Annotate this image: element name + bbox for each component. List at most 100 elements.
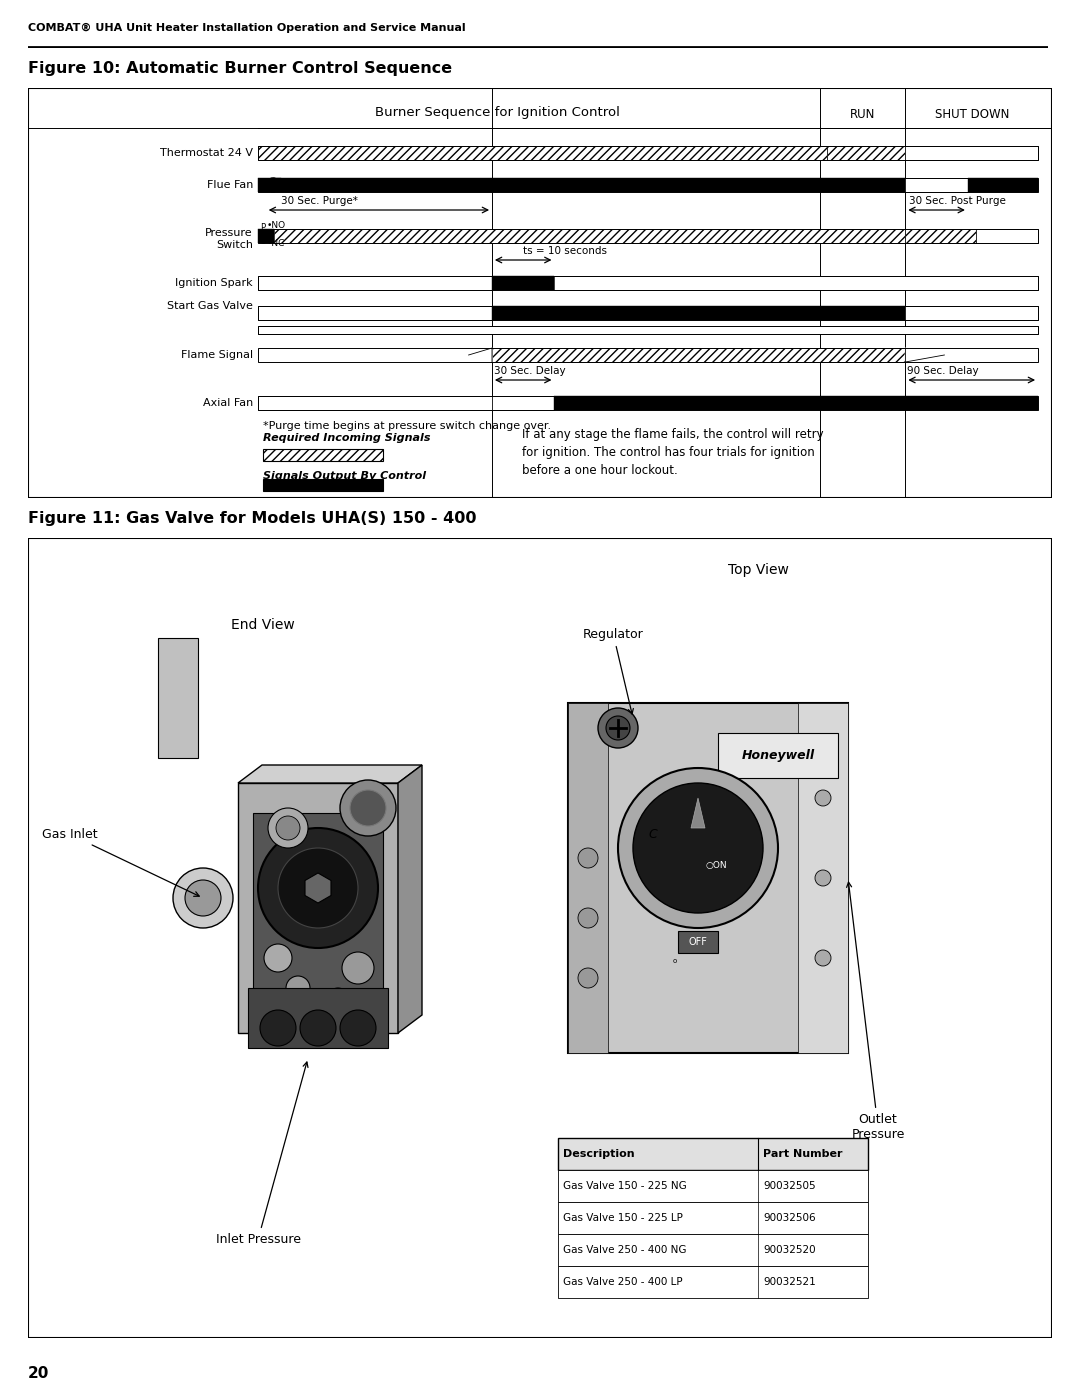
Text: ○ON: ○ON — [705, 861, 727, 870]
Text: •NO: •NO — [267, 222, 286, 231]
Bar — [258, 306, 492, 320]
Text: Flame Signal: Flame Signal — [180, 351, 253, 360]
Circle shape — [185, 880, 221, 916]
Text: End View: End View — [231, 617, 295, 631]
Text: ts = 10 seconds: ts = 10 seconds — [523, 246, 607, 256]
Text: Honeywell: Honeywell — [742, 750, 814, 763]
Bar — [558, 1266, 868, 1298]
Circle shape — [328, 988, 348, 1009]
Circle shape — [815, 950, 831, 965]
Text: Signals Output By Control: Signals Output By Control — [264, 471, 427, 481]
Text: Thermostat 24 V: Thermostat 24 V — [160, 148, 253, 158]
Bar — [492, 395, 554, 409]
Circle shape — [286, 977, 310, 1000]
Circle shape — [340, 780, 396, 835]
Circle shape — [598, 708, 638, 747]
Polygon shape — [691, 798, 705, 828]
Text: 30 Sec. Post Purge: 30 Sec. Post Purge — [909, 196, 1007, 205]
Circle shape — [340, 1010, 376, 1046]
Bar — [905, 177, 968, 191]
Text: Top View: Top View — [728, 563, 788, 577]
Circle shape — [815, 870, 831, 886]
Polygon shape — [305, 873, 330, 902]
Circle shape — [300, 1010, 336, 1046]
Text: SHUT DOWN: SHUT DOWN — [934, 108, 1009, 122]
Text: 90032505: 90032505 — [762, 1180, 815, 1192]
Bar — [238, 782, 399, 1032]
Bar — [558, 1139, 868, 1171]
Text: Flue Fan: Flue Fan — [206, 180, 253, 190]
Circle shape — [260, 1010, 296, 1046]
Text: 20: 20 — [28, 1366, 50, 1382]
Polygon shape — [469, 348, 492, 362]
Text: Gas Inlet: Gas Inlet — [42, 828, 199, 897]
Bar — [258, 326, 1038, 334]
Polygon shape — [238, 766, 422, 782]
Circle shape — [264, 944, 292, 972]
Text: Gas Valve 150 - 225 LP: Gas Valve 150 - 225 LP — [563, 1213, 683, 1222]
Text: Gas Valve 150 - 225 NG: Gas Valve 150 - 225 NG — [563, 1180, 687, 1192]
Text: Axial Fan: Axial Fan — [203, 398, 253, 408]
Bar — [558, 1234, 868, 1266]
Text: Ignition Spark: Ignition Spark — [175, 278, 253, 288]
Text: 90032521: 90032521 — [762, 1277, 815, 1287]
Text: 90032520: 90032520 — [762, 1245, 815, 1255]
Bar — [798, 703, 848, 1053]
Bar — [258, 177, 905, 191]
Text: C: C — [260, 237, 266, 246]
Bar — [158, 638, 198, 759]
Text: *Purge time begins at pressure switch change over.: *Purge time begins at pressure switch ch… — [264, 420, 551, 432]
Text: Figure 11: Gas Valve for Models UHA(S) 150 - 400: Figure 11: Gas Valve for Models UHA(S) 1… — [28, 511, 476, 527]
Bar — [253, 813, 383, 1003]
Text: Pressure
Switch: Pressure Switch — [205, 228, 253, 250]
Circle shape — [278, 848, 357, 928]
Bar — [568, 703, 848, 1053]
Bar — [905, 147, 1038, 161]
Text: Burner Sequence for Ignition Control: Burner Sequence for Ignition Control — [375, 106, 620, 119]
Circle shape — [350, 789, 386, 826]
Bar — [258, 277, 492, 291]
Bar — [258, 348, 1038, 362]
Text: OFF: OFF — [689, 937, 707, 947]
Bar — [968, 177, 1038, 191]
Text: Required Incoming Signals: Required Incoming Signals — [264, 433, 431, 443]
Bar — [258, 147, 1038, 161]
Text: Part Number: Part Number — [762, 1148, 842, 1160]
Bar — [492, 348, 905, 362]
Text: COMBAT® UHA Unit Heater Installation Operation and Service Manual: COMBAT® UHA Unit Heater Installation Ope… — [28, 22, 465, 32]
Bar — [558, 1171, 868, 1201]
Bar — [492, 306, 905, 320]
Polygon shape — [399, 766, 422, 1032]
Text: C: C — [649, 828, 658, 841]
Circle shape — [258, 828, 378, 949]
Bar — [905, 306, 1038, 320]
Bar — [554, 395, 1038, 409]
Circle shape — [173, 868, 233, 928]
Bar — [264, 479, 383, 490]
Text: 30 Sec. Purge*: 30 Sec. Purge* — [282, 196, 359, 205]
Text: Description: Description — [563, 1148, 635, 1160]
Bar — [558, 1201, 868, 1234]
Circle shape — [618, 768, 778, 928]
Text: Gas Valve 250 - 400 LP: Gas Valve 250 - 400 LP — [563, 1277, 683, 1287]
Bar — [492, 277, 554, 291]
Bar — [258, 147, 827, 161]
Circle shape — [342, 951, 374, 983]
Bar — [258, 326, 1038, 334]
Circle shape — [815, 789, 831, 806]
Text: Inlet Pressure: Inlet Pressure — [216, 1062, 308, 1246]
Circle shape — [578, 848, 598, 868]
Circle shape — [606, 717, 630, 740]
Bar — [568, 703, 608, 1053]
Text: Outlet
Pressure: Outlet Pressure — [847, 882, 905, 1141]
Bar — [975, 229, 1038, 243]
Bar — [905, 229, 975, 243]
Text: If at any stage the flame fails, the control will retry
for ignition. The contro: If at any stage the flame fails, the con… — [522, 427, 824, 476]
Bar — [678, 930, 718, 953]
Text: Regulator: Regulator — [583, 629, 644, 714]
Bar — [258, 177, 1038, 191]
Circle shape — [578, 908, 598, 928]
Bar — [258, 306, 1038, 320]
Circle shape — [276, 816, 300, 840]
Bar — [258, 277, 1038, 291]
